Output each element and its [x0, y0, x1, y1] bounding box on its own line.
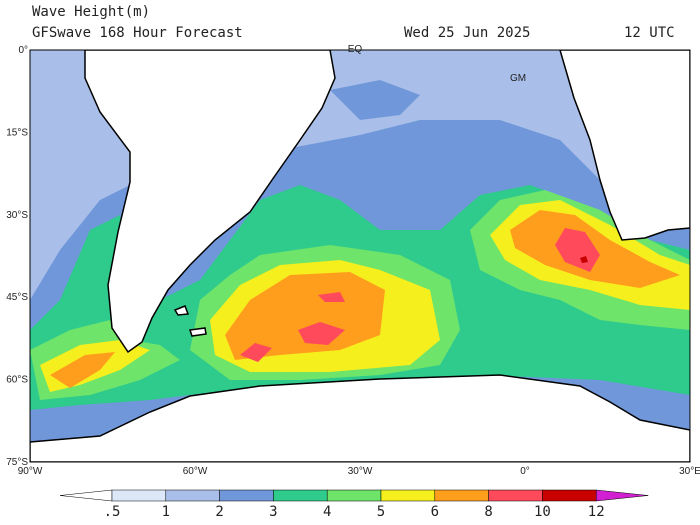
band-12	[580, 256, 588, 263]
lat-label: 30°S	[6, 210, 28, 221]
colorbar-swatch	[273, 489, 328, 502]
eq-marker: EQ	[348, 44, 363, 55]
lat-label: 60°S	[6, 375, 28, 386]
map: EQ GM	[29, 44, 691, 463]
colorbar-swatch	[488, 489, 543, 502]
lon-label: 30°E	[679, 466, 700, 477]
colorbar-label: 5	[377, 504, 385, 520]
lon-label: 30°W	[348, 466, 373, 477]
antarctica	[30, 374, 690, 462]
gm-marker: GM	[510, 73, 526, 84]
band-8	[50, 210, 680, 388]
africa	[559, 50, 690, 241]
band-10	[240, 228, 600, 362]
axes: 0° 15°S 30°S 45°S 60°S 75°S90°W 60°W 30°W 0° 30°E	[6, 45, 700, 477]
colorbar-label: 12	[588, 504, 605, 520]
colorbar-swatch	[165, 489, 220, 502]
lon-label: 60°W	[183, 466, 208, 477]
lon-label: 0°	[520, 466, 530, 477]
colorbar-swatch	[111, 489, 167, 502]
colorbar-label: 4	[323, 504, 331, 520]
lon-label: 90°W	[18, 466, 43, 477]
colorbar-label: 6	[431, 504, 439, 520]
subtitle: GFSwave 168 Hour Forecast	[32, 25, 243, 41]
lat-label: 45°S	[6, 292, 28, 303]
south-america	[84, 50, 336, 354]
time: 12 UTC	[624, 25, 675, 41]
title: Wave Height(m)	[32, 4, 150, 20]
colorbar-label: 8	[484, 504, 492, 520]
colorbar-swatch	[595, 489, 649, 502]
colorbar-swatch	[434, 489, 489, 502]
colorbar-swatch	[326, 489, 382, 502]
colorbar-swatch	[59, 489, 113, 502]
lat-label: 75°S	[6, 457, 28, 468]
band-3b	[330, 80, 520, 175]
colorbar: .5 1 2 3 4 5 6 8 10 12	[59, 489, 649, 520]
lat-label: 15°S	[6, 127, 28, 138]
colorbar-swatch	[542, 489, 597, 502]
colorbar-swatch	[380, 489, 436, 502]
colorbar-label: 10	[534, 504, 551, 520]
colorbar-label: 1	[162, 504, 170, 520]
colorbar-label: .5	[104, 504, 121, 520]
date: Wed 25 Jun 2025	[404, 25, 530, 41]
lat-label: 0°	[18, 45, 28, 56]
colorbar-label: 2	[215, 504, 223, 520]
colorbar-label: 3	[269, 504, 277, 520]
colorbar-swatch	[219, 489, 274, 502]
islands	[173, 305, 207, 337]
